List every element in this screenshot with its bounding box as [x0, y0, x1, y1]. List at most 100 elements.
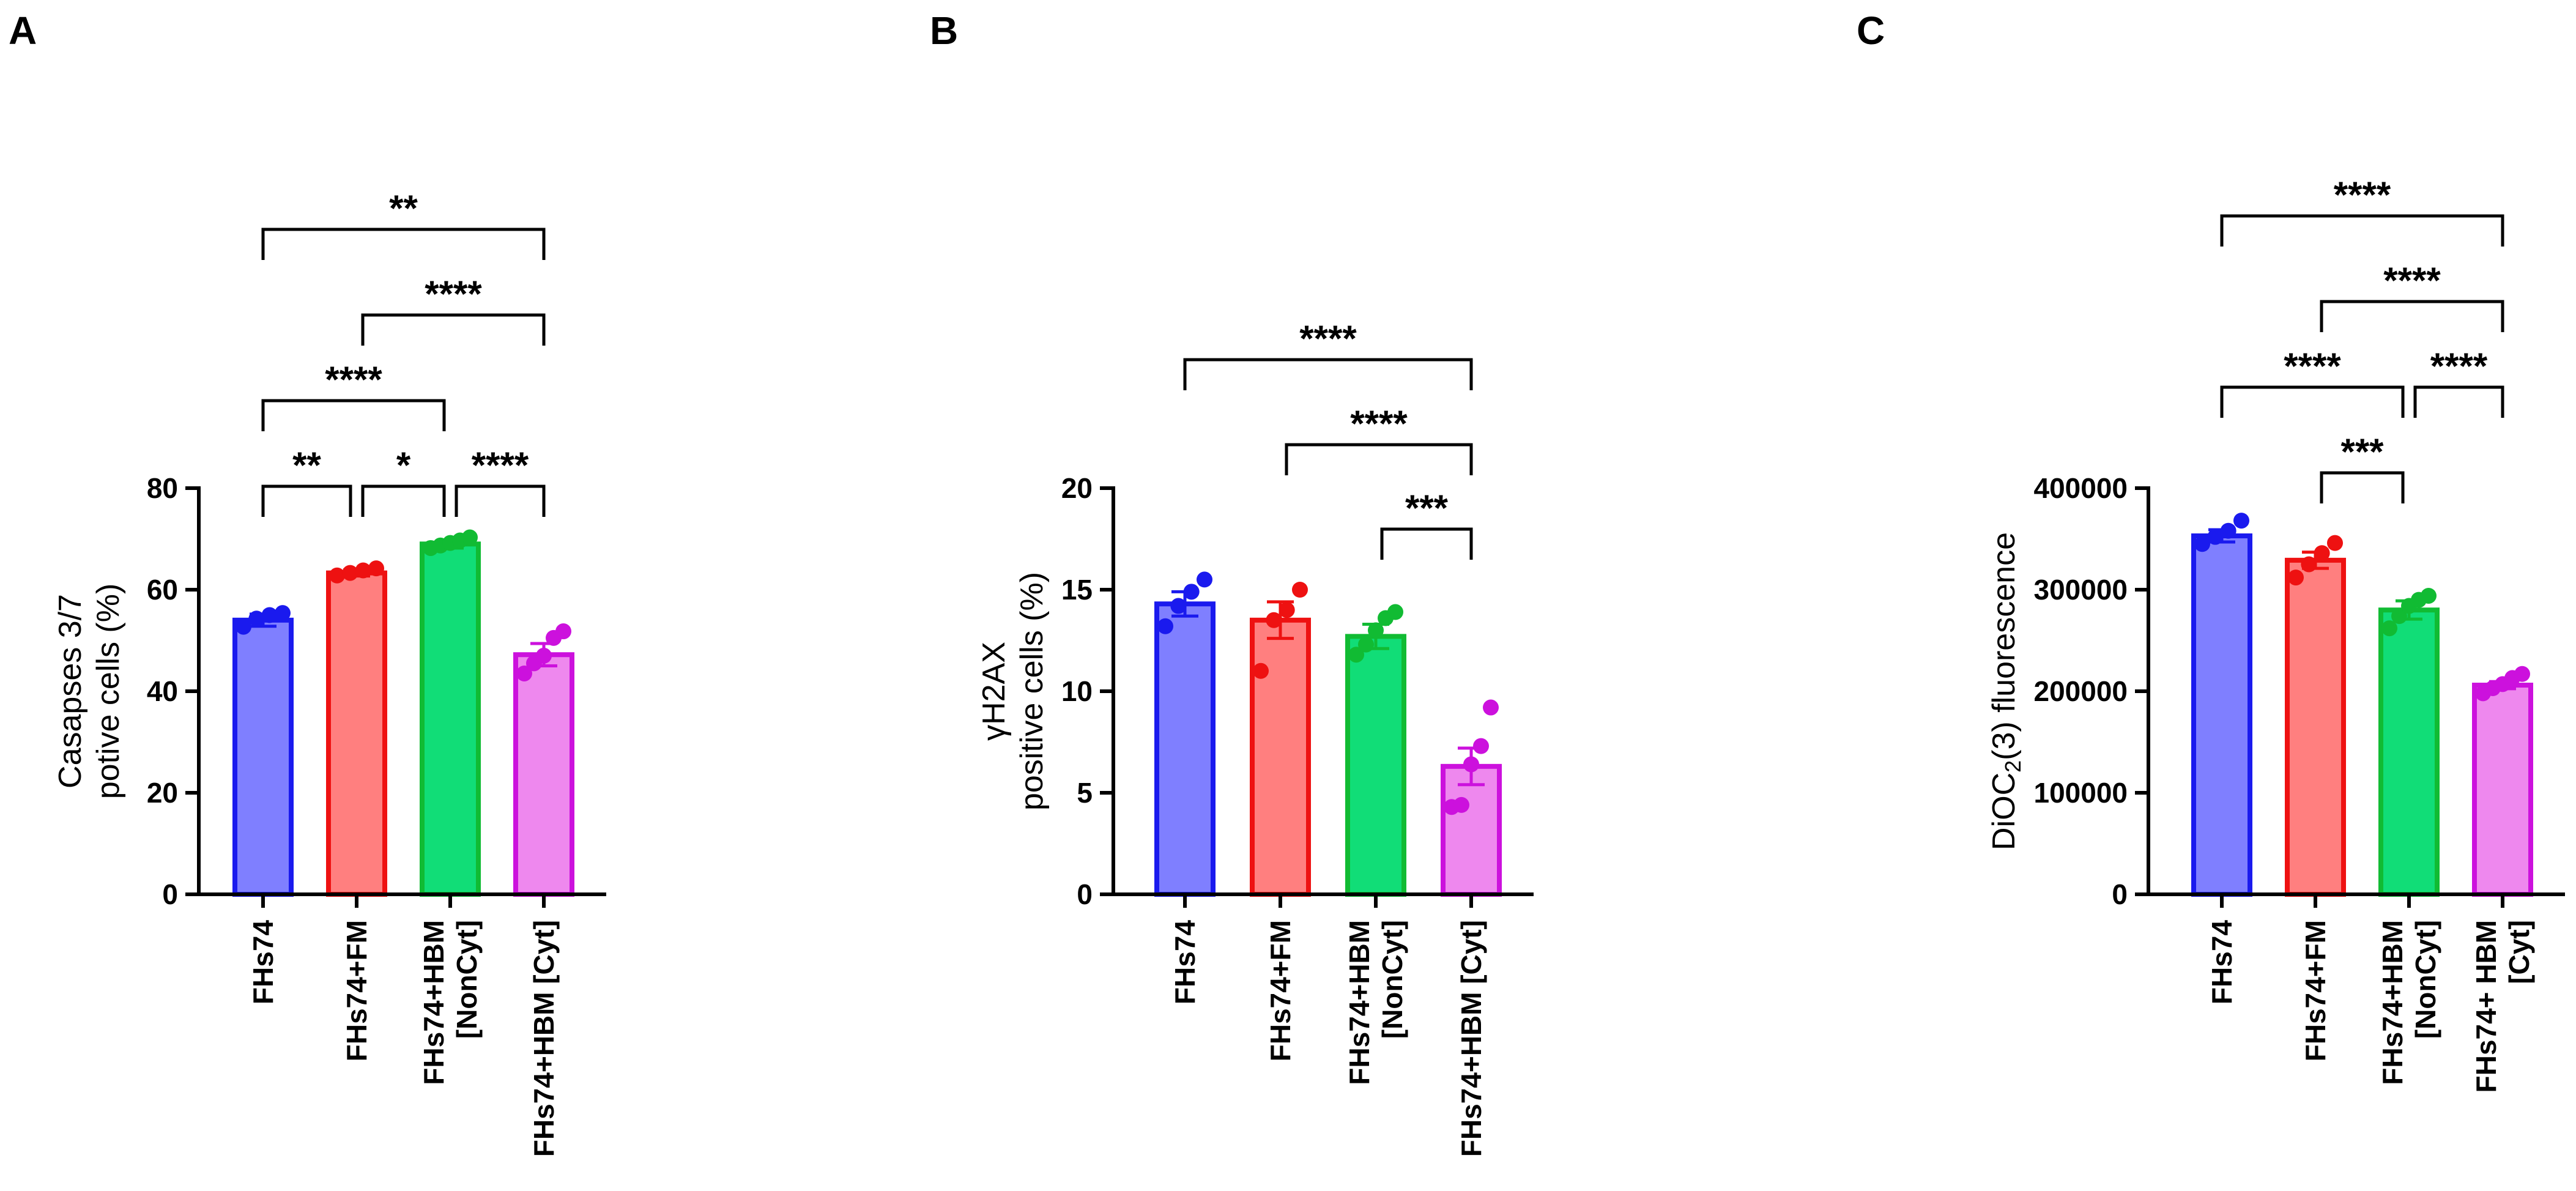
data-point [1358, 636, 1374, 653]
bar-1 [2285, 557, 2346, 897]
significance-bracket [1380, 527, 1473, 560]
significance-label: **** [1299, 318, 1357, 359]
y-tick-label: 10 [1061, 675, 1093, 707]
significance-bracket [261, 399, 446, 431]
x-category-label: FHs74+ HBM [2470, 920, 2502, 1093]
data-point [248, 610, 265, 627]
y-tick-label: 40 [147, 675, 178, 707]
x-category-label: FHs74 [247, 920, 279, 1004]
data-point [1368, 622, 1384, 639]
significance-label: **** [1350, 403, 1408, 444]
y-axis-title: potive cells (%) [91, 584, 126, 800]
significance-bracket [1285, 443, 1473, 475]
data-point [1279, 602, 1295, 618]
x-category-label: [NonCyt] [451, 920, 483, 1039]
data-point [2207, 529, 2224, 545]
data-point [2514, 666, 2530, 682]
panel-c-letter: C [1857, 9, 1885, 53]
significance-bracket [2320, 300, 2504, 332]
bar-2 [2378, 607, 2440, 897]
data-point [1473, 738, 1489, 754]
data-point [1157, 618, 1173, 634]
chart-panel-a: 0 20 40 60 80 FHs74 FHs74+FM FHs74+HBM [NonCyt] F… [53, 188, 606, 1157]
x-category-label: FHs74+FM [341, 920, 373, 1061]
chart-panel-c: 0 100000 200000 300000 400000 FHs74 FHs74+FM FH… [1986, 174, 2565, 1093]
x-category-label: FHs74+HBM [Cyt] [1455, 920, 1487, 1157]
x-category-label: FHs74+FM [1264, 920, 1296, 1061]
bar-0 [2191, 533, 2252, 897]
bar-2 [420, 541, 481, 897]
y-tick-label: 20 [147, 777, 178, 809]
x-category-label: [NonCyt] [1376, 920, 1408, 1039]
data-point [1183, 584, 1200, 600]
data-point [2233, 513, 2249, 529]
data-point [355, 562, 371, 579]
significance-bracket [261, 484, 352, 517]
data-point [1483, 699, 1499, 716]
bar-3 [1441, 763, 1502, 897]
data-point [236, 618, 251, 635]
panel-a-letter: A [9, 9, 37, 53]
data-point [2421, 587, 2437, 604]
significance-label: * [396, 445, 411, 486]
data-point [342, 565, 358, 581]
data-point [536, 647, 552, 664]
y-tick-label: 80 [147, 472, 178, 504]
data-point [1170, 598, 1187, 614]
x-category-label: FHs74+HBM [418, 920, 450, 1085]
significance-label: **** [2383, 260, 2441, 301]
significance-bracket [261, 228, 546, 260]
x-category-label: FHs74+HBM [1343, 920, 1375, 1085]
bar-3 [2472, 683, 2533, 897]
y-tick-label: 15 [1061, 574, 1093, 606]
x-category-label: FHs74+FM [2299, 920, 2331, 1061]
significance-label: **** [425, 273, 482, 314]
bar-3 [513, 652, 574, 897]
y-tick-label: 300000 [2034, 574, 2128, 606]
x-category-label: [Cyt] [2503, 920, 2535, 984]
x-category-label: FHs74 [2206, 920, 2238, 1004]
data-point [2314, 545, 2330, 562]
y-axis-title: γH2AX [976, 642, 1012, 741]
y-axis-title: positive cells (%) [1014, 572, 1050, 811]
chart-panel-b: 0 5 10 15 20 FHs74 FHs74+FM FHs74+HBM [NonCyt] FH… [976, 318, 1534, 1157]
data-point [516, 665, 532, 681]
significance-label: **** [2284, 346, 2341, 387]
significance-label: **** [2430, 346, 2488, 387]
significance-bracket [2413, 385, 2504, 418]
data-point [2194, 536, 2210, 552]
y-tick-label: 5 [1077, 777, 1093, 809]
data-point [1197, 571, 1212, 588]
data-point [1387, 604, 1403, 620]
y-axis-title: DiOC2(3) fluorescence [1986, 532, 2025, 850]
panel-b-letter: B [930, 9, 958, 53]
significance-label: ** [389, 188, 418, 229]
data-point [1266, 612, 1282, 628]
significance-label: **** [2334, 174, 2391, 215]
y-tick-label: 0 [162, 878, 178, 910]
data-point [2288, 570, 2304, 586]
significance-label: *** [2340, 431, 2384, 472]
y-tick-label: 400000 [2034, 472, 2128, 504]
data-point [1292, 582, 1308, 598]
significance-bracket [2220, 385, 2405, 418]
significance-bracket [361, 313, 546, 346]
significance-label: **** [325, 359, 382, 400]
x-category-label: FHs74 [1169, 920, 1201, 1004]
data-point [2327, 535, 2343, 551]
x-category-label: FHs74+HBM [Cyt] [528, 920, 560, 1157]
x-category-label: FHs74+HBM [2377, 920, 2408, 1085]
y-axis-title: Casapses 3/7 [53, 594, 88, 788]
significance-bracket [2220, 214, 2504, 247]
bar-1 [326, 570, 387, 897]
y-tick-label: 60 [147, 574, 178, 606]
y-tick-label: 200000 [2034, 675, 2128, 707]
significance-label: *** [1405, 488, 1449, 529]
significance-bracket [361, 484, 446, 517]
y-tick-label: 0 [2112, 878, 2128, 910]
bar-2 [1345, 634, 1406, 897]
y-tick-label: 100000 [2034, 777, 2128, 809]
bar-0 [1154, 601, 1216, 897]
data-point [275, 605, 291, 621]
